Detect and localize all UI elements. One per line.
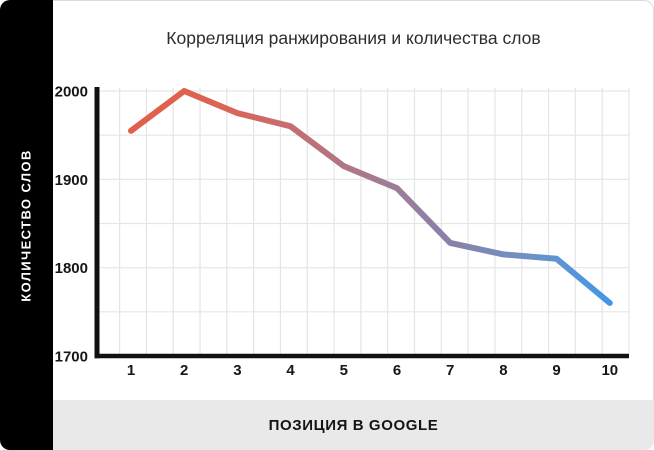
x-tick-labels: 1 2 3 4 5 6 7 8 9 10	[127, 362, 618, 379]
x-axis-title: ПОЗИЦИЯ В GOOGLE	[268, 416, 439, 434]
x-axis-panel: ПОЗИЦИЯ В GOOGLE	[53, 400, 654, 450]
x-tick-label: 8	[499, 362, 507, 379]
horizontal-gridlines	[99, 90, 629, 313]
x-tick-label: 4	[286, 362, 295, 379]
y-tick-label: 1900	[55, 172, 88, 189]
y-axis-title: КОЛИЧЕСТВО СЛОВ	[19, 148, 35, 302]
chart-title: Корреляция ранжирования и количества сло…	[166, 28, 541, 48]
x-tick-label: 7	[446, 362, 454, 379]
axes	[94, 87, 629, 359]
y-tick-label: 1800	[55, 260, 88, 277]
y-tick-label: 1700	[55, 349, 88, 366]
y-tick-label: 2000	[55, 84, 88, 101]
x-tick-label: 2	[180, 362, 188, 379]
x-tick-label: 1	[127, 362, 135, 379]
y-tick-labels: 1700 1800 1900 2000	[55, 84, 88, 366]
y-axis-panel: КОЛИЧЕСТВО СЛОВ	[0, 0, 53, 450]
vertical-gridlines	[118, 88, 630, 354]
x-tick-label: 5	[340, 362, 348, 379]
x-tick-label: 9	[552, 362, 560, 379]
x-tick-label: 10	[601, 362, 618, 379]
data-line	[128, 88, 613, 306]
x-tick-label: 6	[393, 362, 401, 379]
x-tick-label: 3	[233, 362, 241, 379]
